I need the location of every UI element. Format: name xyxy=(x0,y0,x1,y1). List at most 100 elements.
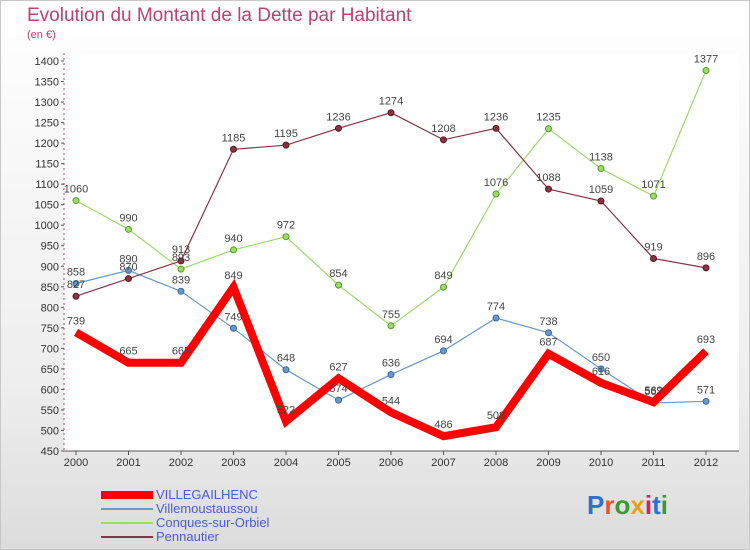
y-tick-label: 1400 xyxy=(35,56,59,68)
series-point-1 xyxy=(440,347,447,355)
y-tick-label: 1050 xyxy=(35,200,59,212)
data-label: 1076 xyxy=(484,177,508,189)
y-tick-label: 1150 xyxy=(35,159,59,171)
x-tick-label: 2000 xyxy=(64,457,88,469)
series-point-3 xyxy=(440,136,447,144)
y-tick-label: 600 xyxy=(41,384,59,396)
series-point-1 xyxy=(335,396,342,404)
data-label: 738 xyxy=(539,316,557,328)
series-point-3 xyxy=(387,109,395,117)
x-tick-label: 2010 xyxy=(589,457,613,469)
y-tick-label: 750 xyxy=(41,323,59,335)
series-point-1 xyxy=(282,366,290,374)
data-label: 1088 xyxy=(536,172,560,184)
data-label: 890 xyxy=(119,253,137,265)
logo-letter: t xyxy=(652,490,661,520)
series-point-1 xyxy=(72,280,80,288)
proxiti-logo: Proxiti xyxy=(587,490,668,521)
data-label: 1138 xyxy=(589,152,613,164)
legend-label: Pennautier xyxy=(156,529,219,544)
series-point-3 xyxy=(282,141,290,149)
series-point-3 xyxy=(177,257,185,265)
data-label: 1274 xyxy=(379,96,403,108)
y-tick-label: 1250 xyxy=(35,118,59,130)
logo-letter: P xyxy=(587,490,605,520)
y-tick-label: 950 xyxy=(41,241,59,253)
series-point-1 xyxy=(387,371,395,379)
data-label: 636 xyxy=(382,358,400,370)
logo-letter: o xyxy=(614,490,631,520)
y-tick-label: 1100 xyxy=(35,179,59,191)
logo-letter: r xyxy=(604,490,615,520)
data-label: 486 xyxy=(434,419,452,431)
data-label: 755 xyxy=(382,309,400,321)
series-point-2 xyxy=(702,66,710,74)
series-point-2 xyxy=(72,197,80,205)
x-tick-label: 2009 xyxy=(536,457,560,469)
y-tick-label: 850 xyxy=(41,282,59,294)
y-tick-label: 900 xyxy=(41,261,59,273)
data-label: 648 xyxy=(277,353,295,365)
data-label: 665 xyxy=(119,346,137,358)
data-label: 687 xyxy=(539,337,557,349)
series-point-1 xyxy=(230,324,237,332)
legend-label: VILLEGAILHENC xyxy=(156,487,258,502)
series-point-2 xyxy=(597,165,605,173)
y-tick-label: 450 xyxy=(41,446,59,458)
data-label: 896 xyxy=(697,251,715,263)
data-label: 694 xyxy=(434,334,452,346)
data-label: 574 xyxy=(329,383,347,395)
data-label: 827 xyxy=(67,279,85,291)
data-label: 1059 xyxy=(589,184,613,196)
data-label: 567 xyxy=(644,386,662,398)
data-label: 972 xyxy=(277,220,295,232)
x-tick-label: 2002 xyxy=(169,457,193,469)
x-tick-label: 2006 xyxy=(379,457,403,469)
data-label: 508 xyxy=(487,410,505,422)
data-label: 858 xyxy=(67,267,85,279)
data-label: 913 xyxy=(172,244,190,256)
legend-label: Conques-sur-Orbiel xyxy=(156,515,270,530)
y-tick-label: 1350 xyxy=(35,77,59,89)
legend-swatch xyxy=(101,488,153,502)
data-label: 616 xyxy=(592,366,610,378)
data-label: 571 xyxy=(697,384,715,396)
y-tick-label: 500 xyxy=(41,425,59,437)
x-tick-label: 2003 xyxy=(221,457,245,469)
data-label: 1060 xyxy=(64,184,88,196)
data-label: 839 xyxy=(172,274,190,286)
legend-swatch xyxy=(101,530,153,544)
x-tick-label: 2001 xyxy=(116,457,140,469)
series-point-3 xyxy=(492,124,500,132)
data-label: 1236 xyxy=(326,111,350,123)
y-tick-label: 1300 xyxy=(35,97,59,109)
y-tick-label: 1000 xyxy=(35,220,59,232)
series-point-3 xyxy=(545,185,552,193)
logo-letter: i xyxy=(660,490,668,520)
data-label: 990 xyxy=(119,212,137,224)
data-label: 627 xyxy=(329,361,347,373)
y-tick-label: 1200 xyxy=(35,138,59,150)
data-label: 739 xyxy=(67,315,85,327)
chart-title: Evolution du Montant de la Dette par Hab… xyxy=(27,5,412,26)
data-label: 854 xyxy=(329,268,347,280)
data-label: 544 xyxy=(382,395,400,407)
series-point-3 xyxy=(702,264,710,272)
data-label: 522 xyxy=(277,404,295,416)
series-point-2 xyxy=(492,190,500,198)
logo-letter: i xyxy=(644,490,653,520)
data-label: 893 xyxy=(172,252,190,264)
x-tick-label: 2012 xyxy=(694,457,718,469)
series-point-2 xyxy=(230,246,237,254)
data-label: 774 xyxy=(487,301,505,313)
series-point-3 xyxy=(335,124,342,132)
data-label: 1071 xyxy=(641,179,665,191)
series-point-1 xyxy=(125,266,132,274)
series-point-1 xyxy=(597,365,605,373)
legend-label: Villemoustaussou xyxy=(156,501,258,516)
series-point-2 xyxy=(335,281,342,289)
series-point-2 xyxy=(177,265,185,273)
series-line-0 xyxy=(74,278,709,441)
data-label: 1236 xyxy=(484,111,508,123)
